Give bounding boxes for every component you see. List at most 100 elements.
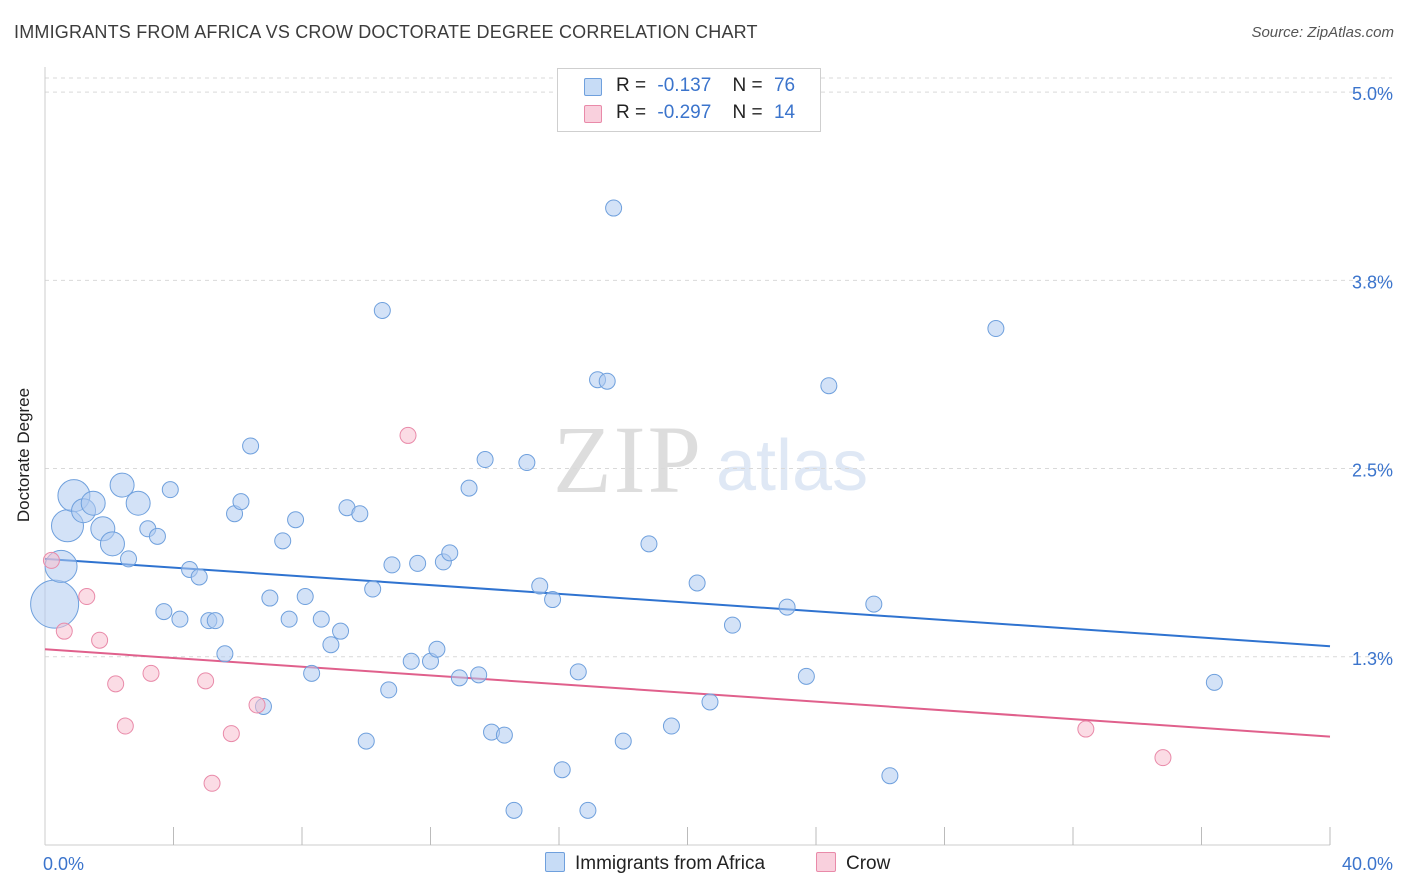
point-africa [778,598,796,616]
point-africa [614,732,632,750]
point-africa [171,610,189,628]
point-africa [402,652,420,670]
point-africa [120,550,138,568]
correlation-legend: R = -0.137 N = 76 R = -0.297 N = 14 [557,68,821,132]
data-points [30,199,1223,819]
watermark-atlas: atlas [716,426,868,506]
point-africa [357,732,375,750]
point-africa [865,595,883,613]
point-africa [505,801,523,819]
x-tick-label: 0.0% [43,854,84,874]
bottom-legend-crow: Crow [816,852,890,875]
watermark-zip: ZIP [553,406,703,513]
x-tick-label: 40.0% [1342,854,1393,874]
point-africa [662,717,680,735]
legend-swatch-crow [584,105,602,123]
legend-r-label: R = [616,102,647,123]
point-africa [598,372,616,390]
legend-text-africa: R = -0.137 N = 76 [616,75,795,97]
point-crow [203,774,221,792]
trend-lines [44,557,1331,738]
point-africa [428,640,446,658]
point-africa [409,554,427,572]
point-africa [364,580,382,598]
legend-r-label: R = [616,75,647,96]
bottom-legend-label-crow: Crow [846,853,891,874]
point-africa [232,493,250,511]
trend-line-crow [44,648,1331,738]
point-africa [987,320,1005,338]
legend-r-value: -0.297 [657,102,712,123]
point-africa [303,664,321,682]
source-credit: Source: ZipAtlas.com [1251,24,1394,41]
point-crow [222,725,240,743]
legend-n-label: N = [732,75,763,96]
point-africa [80,490,106,516]
point-africa [531,577,549,595]
point-africa [470,666,488,684]
point-africa [380,681,398,699]
bottom-legend-label-africa: Immigrants from Africa [575,853,766,874]
point-crow [42,551,60,569]
point-africa [332,622,350,640]
point-africa [155,603,173,621]
point-africa [553,761,571,779]
tick-labels: 1.3% 2.5% 3.8% 5.0% 0.0% 40.0% [43,84,1393,874]
point-crow [78,588,96,606]
point-africa [797,667,815,685]
point-africa [441,544,459,562]
point-africa [495,726,513,744]
point-africa [373,301,391,319]
axes [44,67,1331,846]
bottom-legend-swatch-africa [545,852,565,872]
point-africa [280,610,298,628]
point-crow [248,696,266,714]
point-africa [723,616,741,634]
point-africa [544,591,562,609]
point-africa [274,532,292,550]
legend-n-value: 76 [773,75,796,96]
y-tick-label: 5.0% [1352,84,1393,104]
point-crow [107,675,125,693]
point-africa [322,636,340,654]
point-africa [820,377,838,395]
point-africa [460,479,478,497]
y-axis-label-wrap: Doctorate Degree [14,321,34,522]
chart-title: IMMIGRANTS FROM AFRICA VS CROW DOCTORATE… [14,22,758,42]
point-africa [640,535,658,553]
point-africa [688,574,706,592]
y-tick-label: 1.3% [1352,649,1393,669]
point-africa [450,669,468,687]
point-africa [30,579,80,629]
trend-line-africa [44,557,1331,648]
point-africa [1205,673,1223,691]
watermark: ZIP atlas [553,406,868,513]
point-africa [190,568,208,586]
bottom-legend-africa: Immigrants from Africa [545,852,765,875]
point-africa [701,693,719,711]
point-africa [569,663,587,681]
point-africa [242,437,260,455]
point-africa [383,556,401,574]
point-africa [296,588,314,606]
point-africa [148,527,166,545]
point-africa [206,612,224,630]
point-africa [109,472,135,498]
legend-text-crow: R = -0.297 N = 14 [616,102,795,124]
legend-r-value: -0.137 [657,75,712,96]
point-crow [116,717,134,735]
point-crow [91,631,109,649]
bottom-legend-swatch-crow [816,852,836,872]
grid-lines [45,77,1392,658]
y-axis-label: Doctorate Degree [14,387,33,523]
point-africa [312,610,330,628]
point-africa [881,767,899,785]
point-crow [142,664,160,682]
point-africa [99,531,125,557]
point-crow [1077,720,1095,738]
point-africa [476,451,494,469]
legend-swatch-africa [584,78,602,96]
point-crow [399,426,417,444]
point-crow [1154,749,1172,767]
